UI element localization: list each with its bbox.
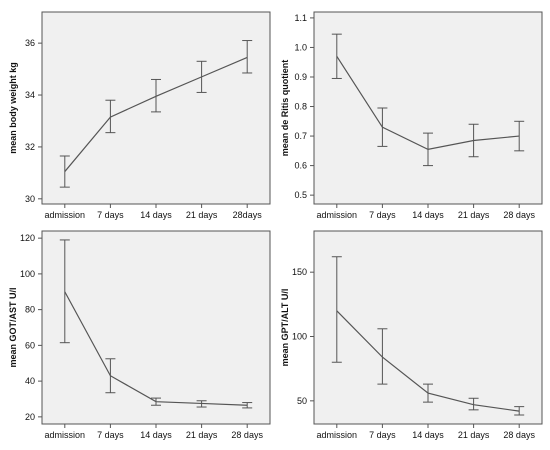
got-ast-mean-line bbox=[64, 291, 248, 406]
body-weight-ytick-label: 34 bbox=[25, 90, 35, 100]
got-ast-xtick-label: 28 days bbox=[231, 430, 263, 440]
got-ast-ytick-label: 120 bbox=[20, 233, 35, 243]
gpt-alt-chart: 50 100 150 admission 7 days 14 days 21 days 28 … bbox=[280, 230, 543, 440]
got-ast-ytick-label: 80 bbox=[25, 305, 35, 315]
de-ritis-xtick-label: 7 days bbox=[369, 210, 396, 220]
body-weight-xtick-label: 7 days bbox=[97, 210, 124, 220]
de-ritis-ytick-label: 0.8 bbox=[294, 102, 307, 112]
de-ritis-chart: 0.5 0.6 0.7 0.8 0.9 1.0 1.1 admission 7 days 14 d… bbox=[280, 11, 543, 220]
de-ritis-mean-line bbox=[336, 55, 520, 150]
gpt-alt-ylabel: mean GPT/ALT U/l bbox=[280, 289, 290, 367]
de-ritis-ytick-label: 1.0 bbox=[294, 42, 307, 52]
gpt-alt-xtick-label: 7 days bbox=[369, 430, 396, 440]
gpt-alt-ytick-label: 150 bbox=[292, 267, 307, 277]
body-weight-ylabel: mean body weight kg bbox=[8, 62, 18, 154]
gpt-alt-xtick-label: 28 days bbox=[503, 430, 535, 440]
de-ritis-ytick-label: 0.7 bbox=[294, 131, 307, 141]
got-ast-plot-area bbox=[41, 230, 271, 425]
body-weight-xtick-label: 14 days bbox=[140, 210, 172, 220]
got-ast-xtick-label: 14 days bbox=[140, 430, 172, 440]
de-ritis-ylabel: mean de Ritis quotient bbox=[280, 60, 290, 157]
body-weight-ytick-label: 36 bbox=[25, 38, 35, 48]
got-ast-ytick-label: 60 bbox=[25, 340, 35, 350]
got-ast-ytick-label: 100 bbox=[20, 269, 35, 279]
gpt-alt-mean-line bbox=[336, 310, 520, 412]
body-weight-xtick-label: 21 days bbox=[186, 210, 218, 220]
body-weight-chart: 30 32 34 36 admission 7 days 14 days 21 days 28d… bbox=[8, 11, 271, 220]
de-ritis-ytick-label: 1.1 bbox=[294, 13, 307, 23]
gpt-alt-xtick-label: 14 days bbox=[412, 430, 444, 440]
got-ast-xtick-label: 7 days bbox=[97, 430, 124, 440]
got-ast-chart: 20 40 60 80 100 120 admission 7 days 14 days 21 d… bbox=[8, 230, 271, 440]
gpt-alt-ytick-label: 50 bbox=[297, 396, 307, 406]
de-ritis-xtick-label: admission bbox=[317, 210, 358, 220]
de-ritis-ytick-label: 0.9 bbox=[294, 72, 307, 82]
de-ritis-xtick-label: 28 days bbox=[503, 210, 535, 220]
gpt-alt-xtick-label: 21 days bbox=[458, 430, 490, 440]
got-ast-xtick-label: 21 days bbox=[186, 430, 218, 440]
body-weight-ytick-label: 32 bbox=[25, 142, 35, 152]
got-ast-ylabel: mean GOT/AST U/l bbox=[8, 287, 18, 367]
de-ritis-xtick-label: 21 days bbox=[458, 210, 490, 220]
body-weight-ytick-label: 30 bbox=[25, 194, 35, 204]
body-weight-xtick-label: admission bbox=[45, 210, 86, 220]
body-weight-mean-line bbox=[64, 56, 248, 172]
de-ritis-plot-area bbox=[313, 11, 543, 205]
got-ast-ytick-label: 40 bbox=[25, 376, 35, 386]
got-ast-ytick-label: 20 bbox=[25, 412, 35, 422]
de-ritis-ytick-label: 0.6 bbox=[294, 161, 307, 171]
de-ritis-ytick-label: 0.5 bbox=[294, 190, 307, 200]
de-ritis-xtick-label: 14 days bbox=[412, 210, 444, 220]
got-ast-xtick-label: admission bbox=[45, 430, 86, 440]
body-weight-xtick-label: 28days bbox=[233, 210, 263, 220]
gpt-alt-ytick-label: 100 bbox=[292, 332, 307, 342]
gpt-alt-xtick-label: admission bbox=[317, 430, 358, 440]
